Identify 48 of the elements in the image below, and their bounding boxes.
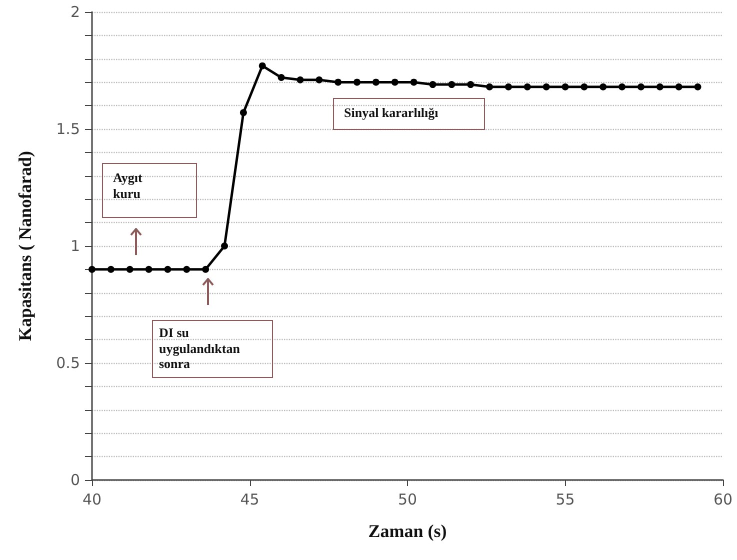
point	[240, 109, 247, 116]
point	[107, 266, 114, 273]
y-tick-label: 1.5	[56, 120, 80, 138]
point	[296, 76, 304, 84]
y-tick-label: 0.5	[56, 354, 80, 372]
point	[278, 74, 285, 82]
point	[675, 83, 682, 90]
point	[542, 83, 550, 90]
point	[258, 62, 266, 70]
point	[183, 266, 190, 273]
point	[504, 83, 512, 90]
point	[316, 76, 323, 84]
annotation: Sinyal kararlılığı	[333, 98, 485, 130]
x-tick-label: 60	[713, 490, 733, 508]
x-axis-title: Zaman (s)	[368, 521, 447, 541]
point	[202, 266, 210, 273]
point	[391, 78, 398, 86]
point	[164, 266, 172, 273]
point	[524, 83, 531, 90]
point	[562, 83, 569, 90]
point	[637, 83, 644, 90]
point	[467, 81, 474, 88]
point	[410, 78, 418, 86]
point	[656, 83, 664, 90]
point	[486, 83, 494, 90]
annotation: DI su uygulandıktan sonra	[152, 320, 273, 378]
x-tick-label: 40	[82, 490, 102, 508]
x-tick-label: 50	[398, 490, 418, 508]
point	[618, 83, 626, 90]
y-tick-label: 0	[70, 471, 80, 489]
annotation: Aygıt kuru	[102, 163, 197, 218]
x-tick-label: 45	[240, 490, 260, 508]
y-tick-label: 1	[70, 237, 80, 255]
point	[334, 78, 342, 86]
x-tick-label: 55	[556, 490, 575, 508]
point	[600, 83, 607, 90]
point	[88, 266, 96, 273]
point	[448, 81, 456, 88]
point	[221, 242, 228, 250]
point	[354, 78, 361, 86]
point	[126, 266, 134, 273]
y-tick-label: 2	[70, 3, 80, 21]
point	[429, 81, 436, 88]
point	[145, 266, 152, 273]
y-axis-title: Kapasitans ( Nanofarad)	[15, 150, 35, 342]
point	[580, 83, 588, 90]
point	[694, 83, 702, 90]
point	[372, 78, 380, 86]
